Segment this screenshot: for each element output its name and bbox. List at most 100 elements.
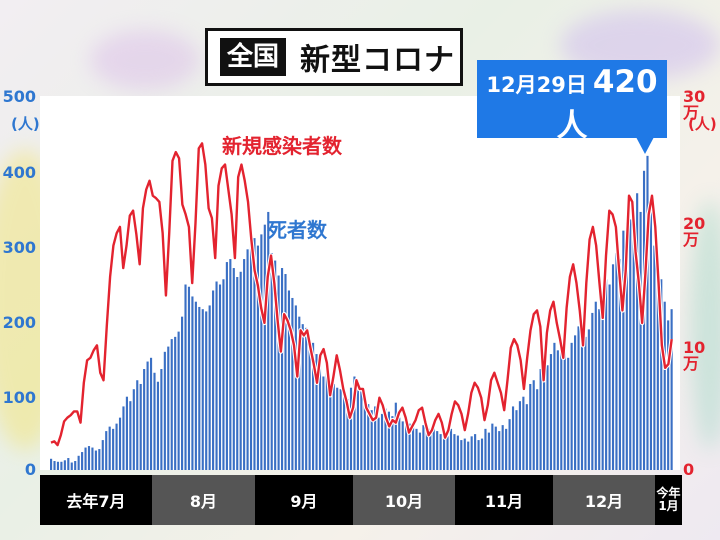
month-label: 去年7月 xyxy=(66,492,126,511)
left-axis-unit: (人) xyxy=(11,115,40,133)
callout-pointer xyxy=(636,137,654,154)
death-bar xyxy=(87,446,91,470)
left-tick-0: 0 xyxy=(24,460,36,479)
death-bar xyxy=(325,372,328,470)
death-bar xyxy=(422,425,425,470)
death-bar xyxy=(149,357,153,470)
death-bar xyxy=(167,346,170,470)
month-aug: 8月 xyxy=(152,475,255,525)
death-bar xyxy=(284,274,287,470)
death-bar xyxy=(646,155,649,470)
death-bar xyxy=(529,383,532,470)
death-bar xyxy=(367,404,370,470)
death-bar xyxy=(418,432,422,470)
death-bar xyxy=(408,423,411,470)
death-bar xyxy=(363,398,366,470)
death-bar xyxy=(453,434,456,470)
death-bar xyxy=(194,301,197,470)
death-bar xyxy=(474,434,477,470)
death-bar xyxy=(477,440,480,470)
death-bar xyxy=(225,262,228,470)
death-bar xyxy=(536,389,539,470)
death-bar xyxy=(460,440,463,470)
death-bar xyxy=(370,410,373,470)
death-bar xyxy=(542,381,546,470)
death-bar xyxy=(191,296,194,470)
death-bar xyxy=(70,462,73,470)
death-bar xyxy=(132,389,135,470)
death-bar xyxy=(515,410,518,470)
death-bar xyxy=(263,224,266,470)
death-bar xyxy=(560,346,563,470)
death-bar xyxy=(549,354,553,470)
callout-date: 12月29日 xyxy=(486,73,587,97)
death-bar xyxy=(339,389,342,470)
death-bar xyxy=(425,431,428,470)
death-bar xyxy=(663,301,666,470)
death-bar xyxy=(270,253,273,470)
month-sep: 9月 xyxy=(255,475,353,525)
death-bar xyxy=(198,306,201,470)
death-bar xyxy=(598,309,601,470)
month-label: 12月 xyxy=(584,492,624,511)
month-label: 9月 xyxy=(290,492,318,511)
death-bar xyxy=(360,391,363,470)
peak-callout: 12月29日 420人 (過去最多) xyxy=(477,60,667,175)
death-bar xyxy=(105,431,108,470)
left-tick-500: 500 xyxy=(2,87,36,106)
death-bar xyxy=(411,426,415,470)
region-badge: 全国 xyxy=(220,38,287,76)
death-bar xyxy=(401,421,404,470)
death-bar xyxy=(322,376,325,470)
death-bar xyxy=(601,290,604,470)
death-bar xyxy=(394,402,397,470)
death-bar xyxy=(508,419,511,470)
death-bar xyxy=(222,279,225,470)
death-bar xyxy=(212,290,215,470)
death-bar xyxy=(667,320,670,470)
death-bar xyxy=(60,461,63,470)
month-label: 今年1月 xyxy=(656,486,681,513)
death-bar xyxy=(470,436,473,470)
death-bar xyxy=(463,438,466,470)
death-bar xyxy=(53,461,56,470)
death-bar xyxy=(522,396,525,470)
death-bar xyxy=(74,461,77,470)
death-bar xyxy=(312,342,315,470)
death-bar xyxy=(267,211,270,470)
death-bar xyxy=(98,449,101,470)
death-bar xyxy=(491,423,494,470)
death-bar xyxy=(174,336,177,470)
right-tick-10man: 10万 xyxy=(683,338,706,373)
month-strip: 去年7月 8月 9月 10月 11月 12月 今年1月 xyxy=(40,475,682,525)
death-bar xyxy=(332,383,335,470)
death-bar xyxy=(232,268,235,470)
death-bar xyxy=(605,279,608,470)
death-bar xyxy=(146,361,149,470)
death-bar xyxy=(336,387,339,470)
death-bar xyxy=(384,408,387,470)
title-box: 全国 新型コロナ xyxy=(205,28,463,86)
death-bar xyxy=(525,404,528,470)
right-tick-30man: 30万 xyxy=(683,87,706,122)
death-bar xyxy=(249,241,253,470)
death-bar xyxy=(215,281,218,470)
month-nov: 11月 xyxy=(455,475,553,525)
series-label-cases: 新規感染者数 xyxy=(222,134,342,158)
death-bar xyxy=(449,428,453,470)
callout-note: (過去最多) xyxy=(520,151,624,175)
death-bar xyxy=(443,438,446,470)
death-bar xyxy=(622,230,625,470)
death-bar xyxy=(618,259,621,470)
death-bar xyxy=(108,426,111,470)
death-bar xyxy=(56,461,60,470)
death-bar xyxy=(205,311,208,470)
death-bar xyxy=(218,284,222,470)
death-bar xyxy=(63,460,66,470)
death-bar xyxy=(318,365,322,470)
death-bar xyxy=(639,211,642,470)
left-tick-100: 100 xyxy=(2,388,36,407)
death-bar xyxy=(301,324,304,470)
death-bar xyxy=(118,417,122,470)
right-axis-unit: (人) xyxy=(688,115,717,133)
